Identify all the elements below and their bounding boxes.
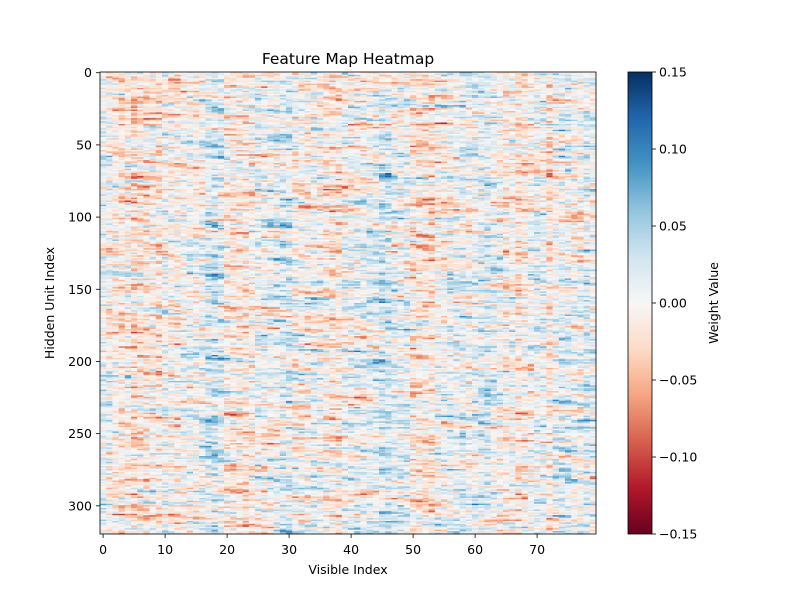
heatmap-image <box>100 72 596 534</box>
chart-title: Feature Map Heatmap <box>262 50 434 68</box>
